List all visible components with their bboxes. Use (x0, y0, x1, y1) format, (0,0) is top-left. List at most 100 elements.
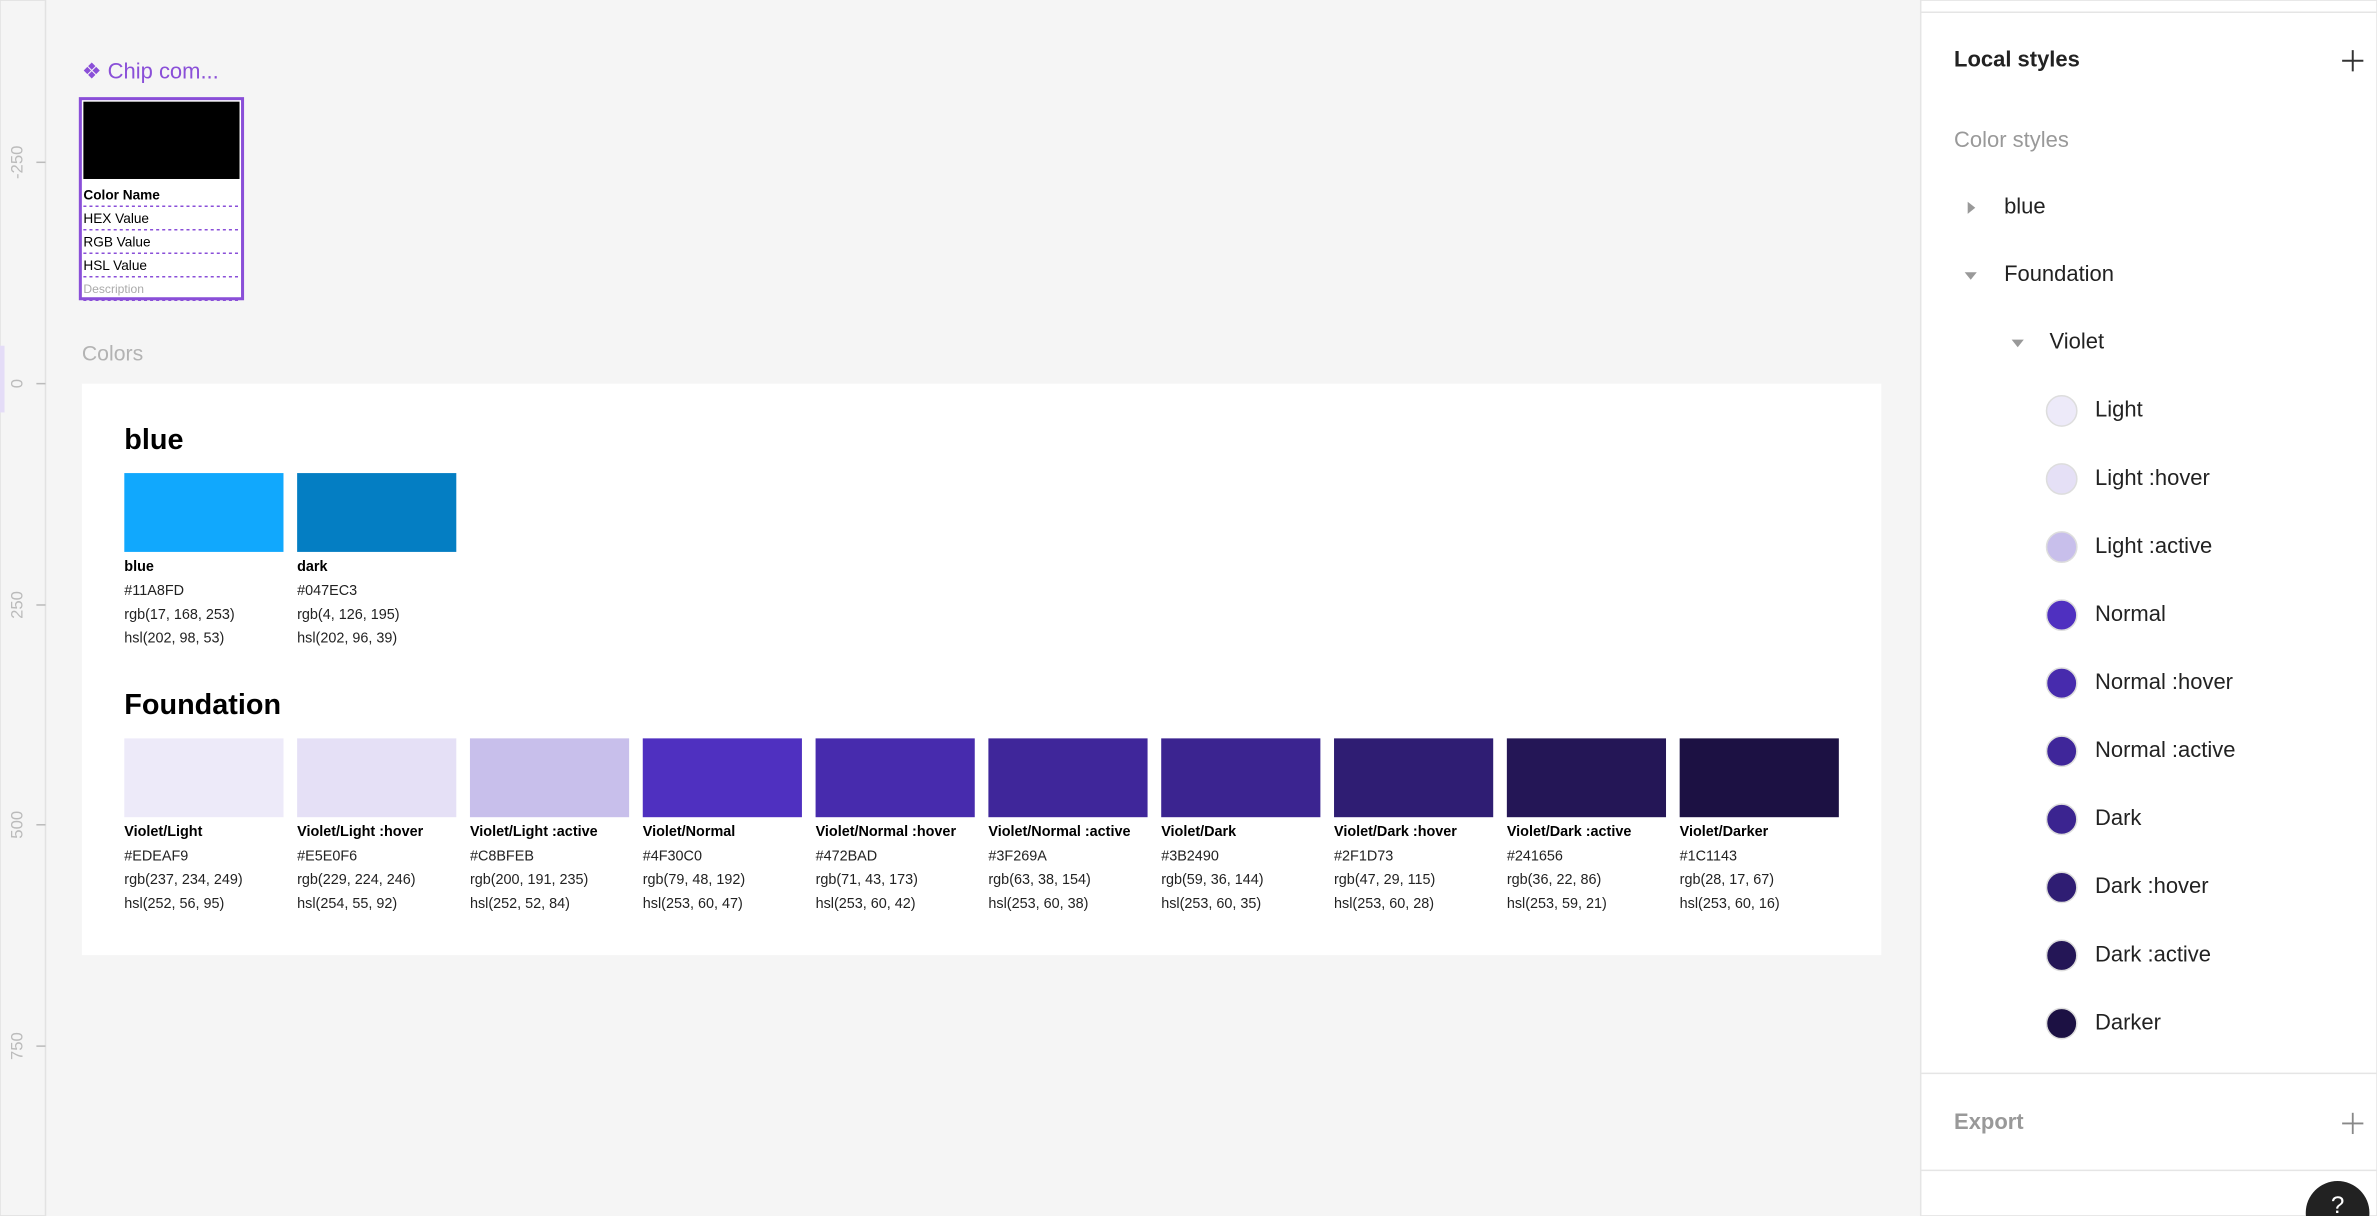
swatch-hsl: hsl(253, 60, 35) (1161, 896, 1261, 912)
swatch-rgb: rgb(237, 234, 249) (124, 872, 242, 888)
color-swatch[interactable] (1506, 738, 1667, 818)
disclosure-icon[interactable] (2011, 339, 2024, 348)
swatch-name: Violet/Light :hover (297, 824, 423, 840)
group-heading: blue (124, 424, 183, 456)
color-swatch[interactable] (642, 738, 802, 818)
color-swatch[interactable] (1161, 738, 1321, 818)
swatch-name: Violet/Dark :active (1507, 824, 1632, 840)
component-swatch (83, 101, 240, 179)
swatch-hsl: hsl(254, 55, 92) (297, 896, 397, 912)
style-item[interactable]: Dark :hover (2095, 873, 2209, 898)
style-color-dot (2045, 667, 2078, 700)
export-title[interactable]: Export (1954, 1109, 2024, 1134)
swatch-name: Violet/Normal (643, 824, 736, 840)
swatch-name: blue (124, 559, 154, 575)
style-item[interactable]: Normal (2095, 601, 2166, 626)
swatch-name: dark (297, 559, 328, 575)
swatch-hsl: hsl(252, 52, 84) (470, 896, 570, 912)
color-swatch[interactable] (1679, 738, 1839, 818)
swatch-name: Violet/Light :active (470, 824, 598, 840)
component-title[interactable]: ❖ Chip com... (82, 59, 219, 84)
color-swatch[interactable] (297, 738, 457, 818)
swatch-hsl: hsl(253, 60, 16) (1680, 896, 1780, 912)
style-item[interactable]: Dark (2095, 805, 2142, 830)
swatch-hsl: hsl(252, 56, 95) (124, 896, 224, 912)
swatch-hex: #3B2490 (1161, 848, 1219, 864)
style-color-dot (2045, 803, 2078, 836)
style-color-dot (2045, 735, 2078, 768)
ruler-label: 250 (8, 591, 27, 619)
swatch-rgb: rgb(36, 22, 86) (1507, 872, 1601, 888)
style-item[interactable]: Normal :hover (2095, 669, 2233, 694)
style-item[interactable]: Light (2095, 397, 2143, 422)
color-swatch[interactable] (469, 738, 630, 818)
swatch-name: Violet/Dark :hover (1334, 824, 1457, 840)
colors-frame (81, 383, 1882, 956)
ruler-label: 0 (8, 379, 27, 388)
style-group[interactable]: blue (2004, 194, 2046, 219)
style-color-dot (2045, 871, 2078, 904)
swatch-rgb: rgb(229, 224, 246) (297, 872, 415, 888)
ruler-highlight (0, 345, 5, 413)
swatch-name: Violet/Normal :active (988, 824, 1130, 840)
style-item[interactable]: Dark :active (2095, 941, 2211, 966)
swatch-hex: #EDEAF9 (124, 848, 188, 864)
frame-title: Colors (82, 342, 143, 365)
color-swatch[interactable] (124, 738, 284, 818)
style-color-dot (2045, 463, 2078, 495)
swatch-name: Violet/Normal :hover (816, 824, 957, 840)
style-color-dot (2045, 939, 2078, 972)
style-color-dot (2045, 599, 2078, 632)
swatch-hex: #2F1D73 (1334, 848, 1393, 864)
color-swatch[interactable] (124, 473, 284, 552)
swatch-rgb: rgb(200, 191, 235) (470, 872, 588, 888)
swatch-rgb: rgb(63, 38, 154) (988, 872, 1090, 888)
color-swatch[interactable] (297, 473, 457, 552)
swatch-hex: #472BAD (816, 848, 878, 864)
color-swatch[interactable] (988, 738, 1148, 818)
swatch-hex: #C8BFEB (470, 848, 534, 864)
style-subgroup[interactable]: Violet (2050, 329, 2105, 354)
swatch-hex: #4F30C0 (643, 848, 702, 864)
help-button[interactable] (2305, 1181, 2370, 1216)
sidebar (1919, 0, 2377, 1216)
component-field: Description (83, 282, 144, 296)
swatch-hsl: hsl(253, 60, 47) (643, 896, 743, 912)
swatch-rgb: rgb(59, 36, 144) (1161, 872, 1263, 888)
swatch-rgb: rgb(17, 168, 253) (124, 607, 234, 623)
disclosure-icon[interactable] (1967, 201, 1976, 214)
swatch-rgb: rgb(47, 29, 115) (1334, 872, 1435, 888)
style-group[interactable]: Foundation (2004, 261, 2114, 286)
swatch-hex: #E5E0F6 (297, 848, 357, 864)
color-swatch[interactable] (1334, 738, 1494, 818)
help-label[interactable]: ? (2331, 1192, 2345, 1216)
ruler-label: 750 (8, 1032, 27, 1060)
component-field: Color Name (83, 187, 160, 202)
swatch-hsl: hsl(253, 59, 21) (1507, 896, 1607, 912)
style-item[interactable]: Darker (2095, 1009, 2161, 1034)
add-style-icon[interactable] (2342, 50, 2364, 72)
section-title: Color styles (1954, 127, 2069, 152)
style-item[interactable]: Normal :active (2095, 737, 2235, 762)
ruler-label: 500 (8, 811, 27, 839)
style-color-dot (2045, 1007, 2078, 1040)
swatch-hsl: hsl(202, 98, 53) (124, 631, 224, 647)
sidebar-title: Local styles (1954, 47, 2080, 72)
style-color-dot (2045, 395, 2078, 427)
swatch-name: Violet/Light (124, 824, 202, 840)
add-export-icon[interactable] (2342, 1112, 2364, 1135)
swatch-hsl: hsl(253, 60, 38) (988, 896, 1088, 912)
swatch-name: Violet/Dark (1161, 824, 1237, 840)
style-item[interactable]: Light :active (2095, 533, 2212, 558)
swatch-hex: #11A8FD (124, 583, 184, 599)
swatch-hex: #047EC3 (297, 583, 357, 599)
ruler (0, 0, 47, 1216)
disclosure-icon[interactable] (1964, 272, 1977, 280)
swatch-name: Violet/Darker (1680, 824, 1769, 840)
style-item[interactable]: Light :hover (2095, 465, 2210, 490)
color-swatch[interactable] (815, 738, 975, 818)
swatch-rgb: rgb(79, 48, 192) (643, 872, 745, 888)
swatch-rgb: rgb(4, 126, 195) (297, 607, 399, 623)
style-color-dot (2045, 531, 2078, 563)
